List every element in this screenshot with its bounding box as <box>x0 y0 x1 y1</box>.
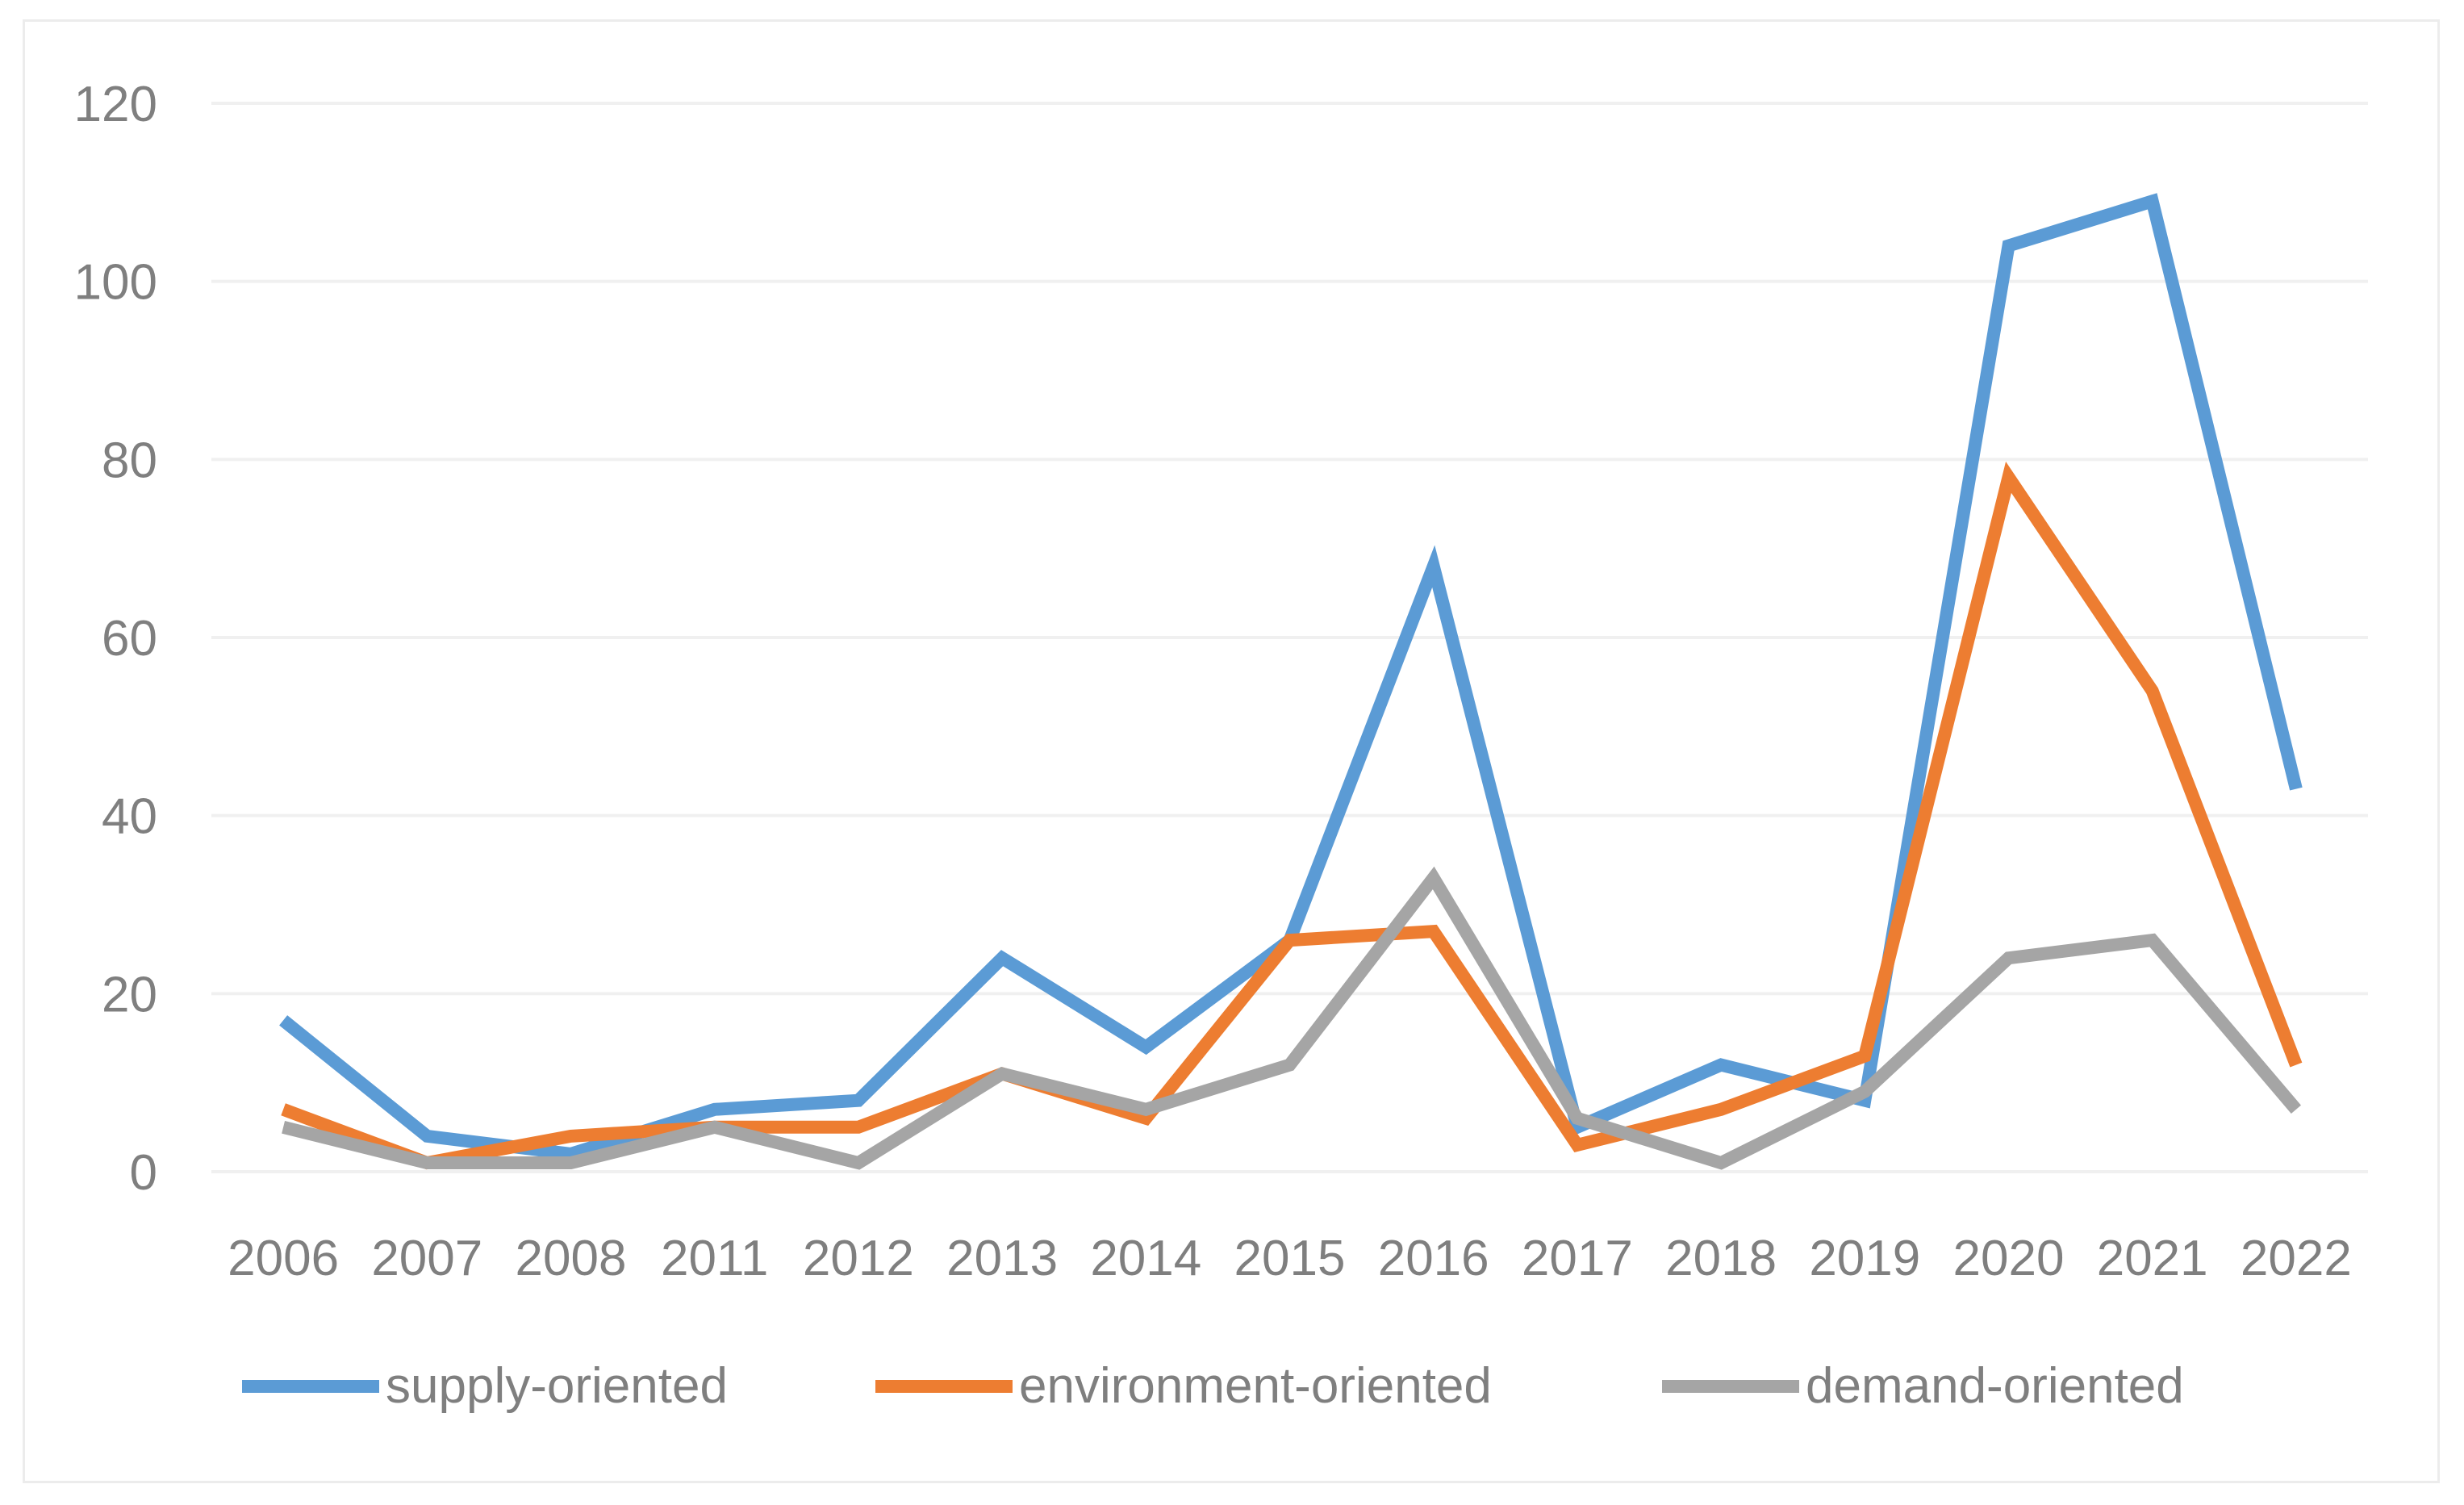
legend-label-environment-oriented: environment-oriented <box>1019 1358 1492 1414</box>
x-tick-label: 2017 <box>1522 1231 1633 1286</box>
gridlines <box>211 102 2368 1173</box>
x-tick-label: 2011 <box>661 1231 768 1286</box>
x-tick-label: 2016 <box>1378 1231 1489 1286</box>
series-lines <box>279 193 2303 1170</box>
x-tick-label: 2020 <box>1953 1231 2065 1286</box>
x-tick-label: 2014 <box>1090 1231 1201 1286</box>
x-tick-label: 2018 <box>1665 1231 1777 1286</box>
x-tick-label: 2007 <box>371 1231 482 1286</box>
y-axis-tick-labels: 0 20 40 60 80 100 120 <box>74 77 157 1201</box>
y-tick-label: 40 <box>102 789 157 845</box>
chart-frame <box>23 19 2440 1483</box>
legend-label-demand-oriented: demand-oriented <box>1806 1358 2184 1414</box>
x-tick-label: 2013 <box>946 1231 1058 1286</box>
x-tick-label: 2006 <box>228 1231 339 1286</box>
y-tick-label: 60 <box>102 611 157 667</box>
series-line-demand-oriented <box>282 866 2301 1170</box>
y-tick-label: 0 <box>130 1145 157 1201</box>
x-tick-label: 2008 <box>516 1231 627 1286</box>
x-tick-label: 2012 <box>803 1231 914 1286</box>
x-tick-label: 2022 <box>2241 1231 2352 1286</box>
y-tick-label: 20 <box>102 967 157 1022</box>
x-tick-label: 2015 <box>1234 1231 1346 1286</box>
y-tick-label: 80 <box>102 433 157 488</box>
series-line-environment-oriented <box>281 461 2303 1170</box>
y-tick-label: 120 <box>74 77 157 132</box>
legend: supply-oriented environment-oriented deman… <box>242 1358 2184 1414</box>
x-axis-tick-labels: 2006 2007 2008 2011 2012 2013 2014 2015 2016 2017… <box>228 1231 2352 1286</box>
x-tick-label: 2021 <box>2097 1231 2208 1286</box>
legend-label-supply-oriented: supply-oriented <box>386 1358 728 1414</box>
y-tick-label: 100 <box>74 255 157 311</box>
series-line-supply-oriented <box>279 193 2303 1161</box>
x-tick-label: 2019 <box>1809 1231 1920 1286</box>
